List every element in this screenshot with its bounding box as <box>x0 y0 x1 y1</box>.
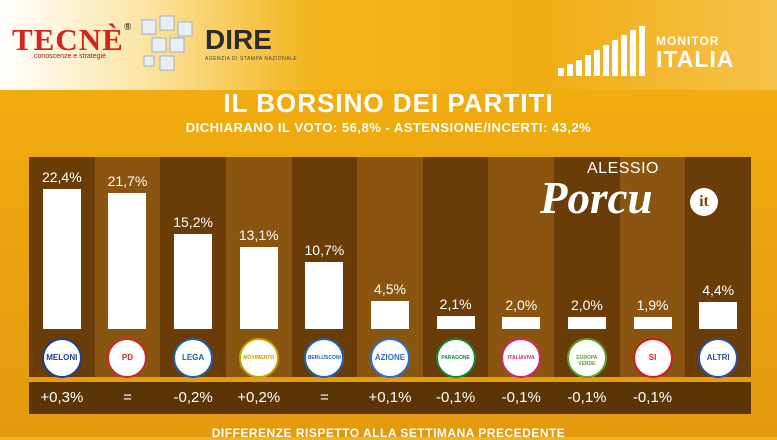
difference-value: +0,2% <box>237 389 281 406</box>
party-logo-label: PD <box>121 353 133 362</box>
dire-logo: DIRE <box>205 24 272 55</box>
party-logo-label: BERLUSCONI <box>307 355 341 361</box>
party-logo-label: MOVIMENTO <box>243 355 275 361</box>
party-logo-label: AZIONE <box>374 353 406 362</box>
party-logo-icon: SI <box>632 338 673 378</box>
dire-tagline: AGENZIA DI STAMPA NAZIONALE <box>205 56 298 62</box>
party-logo-icon: ALTRI <box>698 338 739 378</box>
bar-value-label: 2,1% <box>439 295 472 312</box>
party-logo-icon: MELONI <box>41 338 82 378</box>
chart-column: 2,0% EUROPA VERDE <box>554 157 620 378</box>
party-logo-icon: AZIONE <box>369 338 410 378</box>
bar-value-label: 4,4% <box>702 281 735 298</box>
chart-column: 10,7% BERLUSCONI <box>291 157 358 378</box>
bar-value-label: 22,4% <box>41 169 82 185</box>
difference-value: -0,1% <box>501 389 541 406</box>
watermark-big-text: Porcu <box>540 173 653 223</box>
party-logo-label: EUROPA VERDE <box>576 355 598 367</box>
dire-cubes-icon <box>141 15 193 71</box>
chart-bar <box>699 301 738 329</box>
chart-footer: DIFFERENZE RISPETTO ALLA SETTIMANA PRECE… <box>211 426 566 440</box>
difference-value: = <box>123 389 132 406</box>
tecne-logo-text: TECNÈ <box>12 22 124 57</box>
chart-bar <box>633 317 672 329</box>
chart-column: 1,9% SI <box>619 157 686 378</box>
chart-subtitle: DICHIARANO IL VOTO: 56,8% - ASTENSIONE/I… <box>185 120 592 135</box>
difference-value: -0,1% <box>632 389 673 406</box>
chart-bar <box>42 189 81 329</box>
bar-chart-panel: 22,4% MELONI 21,7% PD 15,2% LEGA 13,1% MOVIMENT… <box>29 157 751 378</box>
bar-value-label: 21,7% <box>107 173 148 190</box>
difference-value: +0,3% <box>40 389 84 406</box>
chart-column: 22,4% MELONI <box>29 157 95 378</box>
chart-bar <box>108 193 147 329</box>
difference-value: -0,1% <box>567 389 607 406</box>
party-logo-label: PARAGONE <box>441 355 470 361</box>
bar-value-label: 10,7% <box>304 242 345 259</box>
bar-value-label: 13,1% <box>238 227 279 244</box>
chart-bar <box>174 234 213 329</box>
watermark-badge: it <box>690 188 718 216</box>
chart-bar <box>436 315 475 329</box>
party-logo-label: MELONI <box>46 353 78 362</box>
chart-column: 4,5% AZIONE <box>357 157 423 378</box>
chart-column: 21,7% PD <box>94 157 161 378</box>
party-logo-icon: LEGA <box>173 338 214 378</box>
monitor-label-big: ITALIA <box>656 46 735 72</box>
chart-bar <box>567 316 606 329</box>
chart-column: 13,1% MOVIMENTO <box>225 157 292 378</box>
monitor-bars-icon <box>558 26 645 76</box>
chart-bar <box>502 316 541 329</box>
tecne-tagline: conoscenze e strategie <box>34 53 106 60</box>
difference-value: +0,1% <box>368 389 412 406</box>
difference-row: +0,3% = -0,2% +0,2% = +0,1% -0,1% -0,1% -0,1% -0,… <box>29 382 751 414</box>
chart-column: 4,4% ALTRI <box>685 157 751 378</box>
bar-value-label: 15,2% <box>173 214 213 230</box>
party-logo-icon: MOVIMENTO <box>238 338 279 378</box>
party-logo-icon: PARAGONE <box>435 338 476 378</box>
bar-value-label: 4,5% <box>374 280 406 297</box>
chart-column: 2,0% ITALIAVIVA <box>488 157 555 378</box>
difference-value: = <box>319 389 329 406</box>
chart-bar <box>239 247 278 329</box>
bar-value-label: 1,9% <box>636 297 669 314</box>
tecne-registered-mark: ® <box>123 22 133 33</box>
chart-title: IL BORSINO DEI PARTITI <box>223 88 554 118</box>
party-logo-label: SI <box>648 353 657 362</box>
difference-value: -0,2% <box>173 389 213 406</box>
party-logo-icon: EUROPA VERDE <box>566 338 607 378</box>
party-logo-icon: BERLUSCONI <box>304 338 345 378</box>
header-band <box>0 0 777 90</box>
bar-value-label: 2,0% <box>570 296 603 313</box>
tecne-logo: TECNÈ® <box>12 22 132 58</box>
party-logo-icon: PD <box>107 338 148 378</box>
party-logo-icon: ITALIAVIVA <box>501 338 542 378</box>
chart-column: 15,2% LEGA <box>160 157 226 378</box>
bar-value-label: 2,0% <box>505 296 538 313</box>
chart-bar <box>305 262 344 329</box>
monitor-label-small: MONITOR <box>656 34 720 48</box>
monitor-italia-logo: MONITOR ITALIA <box>656 34 734 73</box>
party-logo-label: LEGA <box>181 353 205 362</box>
watermark-small-text: ALESSIO <box>587 160 659 177</box>
difference-value: -0,1% <box>436 389 476 406</box>
chart-column: 2,1% PARAGONE <box>422 157 489 378</box>
party-logo-label: ITALIAVIVA <box>507 355 535 361</box>
party-logo-label: ALTRI <box>706 353 730 362</box>
chart-bar <box>370 300 409 329</box>
